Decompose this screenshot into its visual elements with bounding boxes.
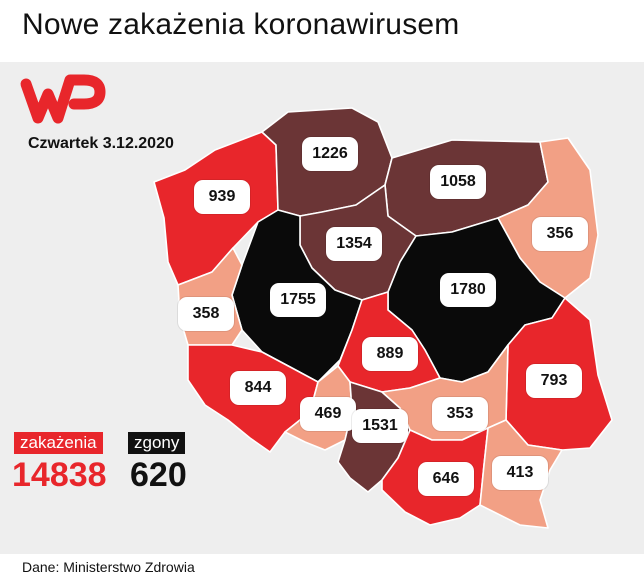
page-title: Nowe zakażenia koronawirusem xyxy=(22,8,460,41)
deaths-label-badge: zgony xyxy=(128,432,186,454)
region-label-swietokrzyskie: 353 xyxy=(432,397,488,431)
region-label-malopolskie: 646 xyxy=(418,462,474,496)
region-label-dolnoslaskie: 844 xyxy=(230,371,286,405)
region-label-lubelskie: 793 xyxy=(526,364,582,398)
region-label-podlaskie: 356 xyxy=(532,217,588,251)
source-note: Dane: Ministerstwo Zdrowia xyxy=(22,559,195,575)
region-label-wielkopolskie: 1755 xyxy=(270,283,326,317)
region-label-kujawsko-pomorskie: 1354 xyxy=(326,227,382,261)
region-label-zachodniopomorskie: 939 xyxy=(194,180,250,214)
region-label-pomorskie: 1226 xyxy=(302,137,358,171)
region-label-mazowieckie: 1780 xyxy=(440,273,496,307)
cases-label-badge: zakażenia xyxy=(14,432,103,454)
region-label-opolskie: 469 xyxy=(300,397,356,431)
deaths-total: 620 xyxy=(130,456,187,494)
date-label: Czwartek 3.12.2020 xyxy=(28,135,174,152)
region-label-slaskie: 1531 xyxy=(352,409,408,443)
region-label-warminsko-mazurskie: 1058 xyxy=(430,165,486,199)
region-label-lubuskie: 358 xyxy=(178,297,234,331)
region-label-podkarpackie: 413 xyxy=(492,456,548,490)
cases-total: 14838 xyxy=(12,456,107,494)
wp-logo-icon xyxy=(20,74,106,124)
region-label-lodzkie: 889 xyxy=(362,337,418,371)
